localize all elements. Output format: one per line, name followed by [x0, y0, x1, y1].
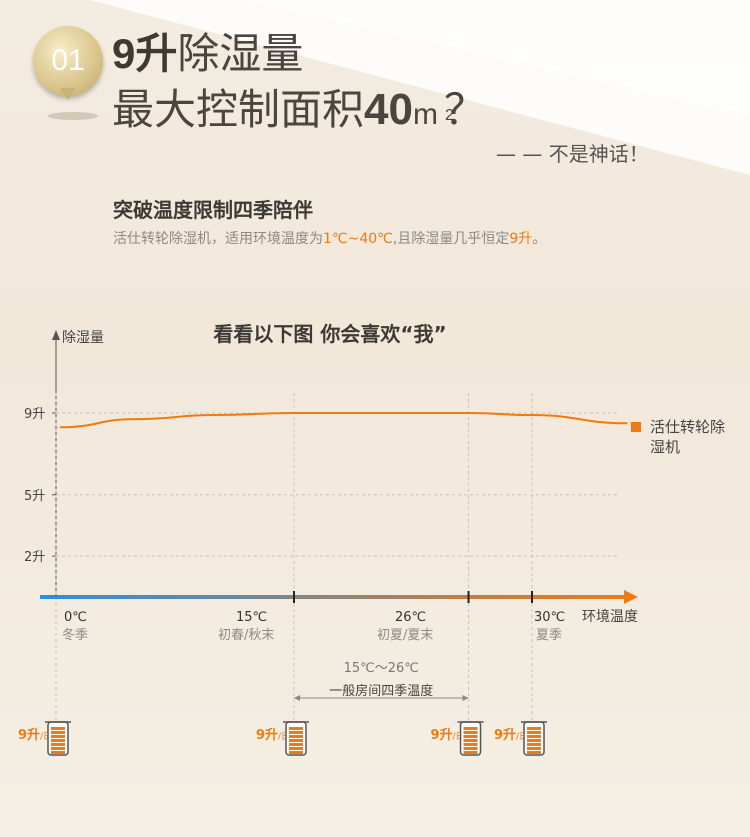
capacity-marker-label: 9升	[431, 727, 453, 743]
x-axis-arrow	[624, 590, 638, 604]
title-line-2: 最大控制面积40m 2？	[112, 84, 486, 141]
section-description: 活仕转轮除湿机，适用环境温度为1℃~40℃,且除湿量几乎恒定9升。	[113, 231, 547, 247]
x-axis	[40, 595, 626, 599]
title-line-1: 9升除湿量	[112, 30, 303, 78]
legend-label: 活仕转轮除湿机	[650, 418, 726, 456]
range-annotation-bottom: 一般房间四季温度	[329, 683, 433, 699]
y-axis-arrow	[52, 330, 60, 340]
y-tick-label: 2升	[24, 550, 45, 565]
capacity-marker-label: 9升	[18, 727, 40, 743]
x-tick-label: 30℃	[534, 610, 565, 625]
title-highlight: 9升	[112, 30, 178, 77]
title-area-text: 最大控制面积	[112, 86, 365, 133]
capacity-marker-unit: /日	[516, 731, 528, 742]
series-line-dehumidifier	[59, 411, 628, 429]
title-rest: 除湿量	[177, 30, 304, 77]
title-area-superscript: 2	[444, 107, 454, 124]
x-axis-label: 环境温度	[582, 609, 638, 625]
beaker-icon	[283, 721, 309, 756]
beaker-icon	[457, 721, 484, 756]
range-arrow-right	[462, 695, 469, 701]
legend-swatch	[631, 422, 641, 432]
badge-number: 01	[51, 44, 85, 77]
capacity-marker-unit: /日	[40, 731, 52, 742]
x-tick-label: 0℃	[64, 610, 87, 625]
capacity-marker-unit: /日	[453, 731, 465, 742]
badge-shadow	[48, 112, 98, 120]
x-tick-label: 15℃	[236, 610, 267, 625]
badge-pointer	[60, 88, 76, 100]
x-tick-season-label: 冬季	[62, 627, 88, 643]
capacity-marker-label: 9升	[256, 727, 278, 743]
y-axis-label: 除湿量	[62, 330, 104, 346]
tagline: — — 不是神话！	[496, 142, 649, 166]
title-question-mark: ？	[443, 86, 486, 133]
capacity-marker-unit: /日	[278, 731, 290, 742]
beaker-icon	[521, 721, 547, 756]
capacity-highlight: 9升	[509, 231, 533, 247]
y-tick-label: 5升	[24, 489, 45, 504]
beaker-icon	[45, 721, 71, 756]
capacity-marker-label: 9升	[494, 727, 516, 743]
chart-title: 看看以下图 你会喜欢“我”	[213, 322, 447, 346]
section-heading: 突破温度限制四季陪伴	[113, 198, 313, 222]
title-area-number: 40	[364, 85, 413, 134]
temperature-range-highlight: 1℃~40℃	[323, 231, 393, 247]
y-tick-label: 9升	[24, 407, 45, 422]
x-tick-season-label: 初夏/夏末	[377, 628, 433, 643]
range-arrow-left	[294, 695, 300, 701]
x-tick-label: 26℃	[395, 610, 426, 625]
x-tick-season-label: 夏季	[536, 628, 562, 643]
range-annotation-top: 15℃～26℃	[344, 661, 419, 676]
x-tick-season-label: 初春/秋末	[218, 628, 274, 643]
section-number-badge: 01	[33, 26, 103, 96]
